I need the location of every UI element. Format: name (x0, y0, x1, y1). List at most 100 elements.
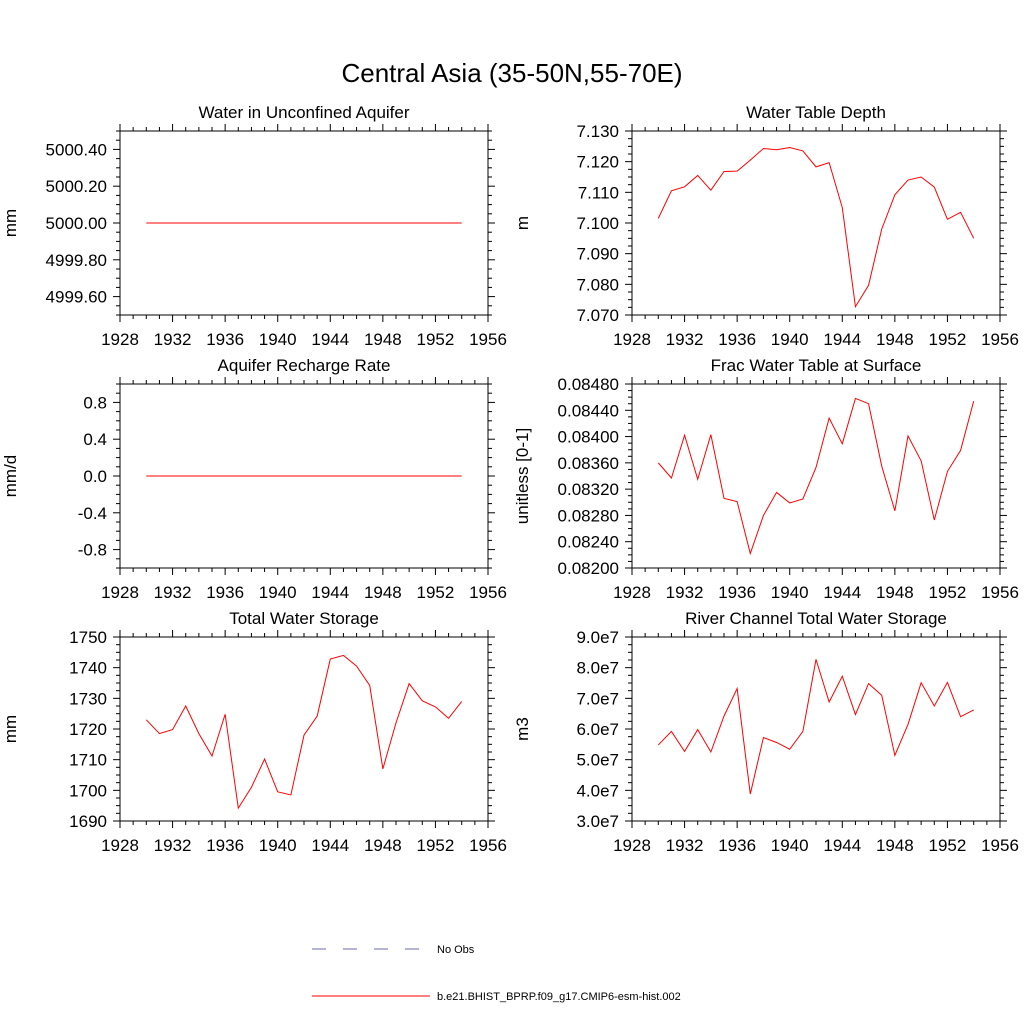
y-tick-label: 0.08440 (558, 401, 619, 420)
y-tick-label: 1740 (69, 659, 107, 678)
x-tick-label: 1948 (876, 836, 914, 855)
y-tick-label: 0.08480 (558, 375, 619, 394)
y-axis-label: mm (1, 715, 20, 743)
y-axis-label: unitless [0-1] (513, 428, 532, 524)
plot-frame (631, 130, 1001, 316)
y-tick-label: 7.110 (578, 183, 619, 202)
y-tick-label: 4.0e7 (576, 781, 619, 800)
x-tick-label: 1940 (259, 836, 297, 855)
y-tick-label: 6.0e7 (576, 720, 619, 739)
y-tick-label: 5000.00 (46, 214, 107, 233)
x-tick-label: 1928 (101, 583, 139, 602)
panel-frac-water-table-at-surface: Frac Water Table at Surface unitless [0-1… (513, 356, 1019, 602)
panel-water-in-unconfined-aquifer: Water in Unconfined Aquifer mm 1928 1932 193… (1, 103, 507, 349)
legend-model-label: b.e21.BHIST_BPRP.f09_g17.CMIP6-esm-hist.… (437, 991, 681, 1003)
x-tick-label: 1956 (469, 330, 507, 349)
panel-aquifer-recharge-rate: Aquifer Recharge Rate mm/d 1928 1932 1936 194… (1, 356, 507, 602)
plot-frame (631, 636, 1001, 822)
y-tick-label: 0.08240 (558, 533, 619, 552)
x-tick-label: 1932 (154, 330, 192, 349)
y-tick-label: 5000.40 (46, 140, 107, 159)
y-tick-label: 7.070 (576, 306, 619, 325)
series-line (657, 659, 974, 795)
y-axis-label: mm/d (1, 455, 20, 498)
legend-obs-label: No Obs (437, 944, 475, 956)
x-tick-label: 1956 (469, 583, 507, 602)
panel-title: Total Water Storage (229, 609, 379, 628)
x-tick-label: 1956 (981, 583, 1019, 602)
x-tick-label: 1952 (417, 583, 455, 602)
panel-title: River Channel Total Water Storage (685, 609, 947, 628)
x-tick-label: 1952 (929, 330, 967, 349)
y-axis-label: m3 (513, 717, 532, 741)
figure-title: Central Asia (35-50N,55-70E) (341, 58, 682, 88)
y-tick-label: 9.0e7 (576, 628, 619, 647)
x-tick-label: 1940 (259, 583, 297, 602)
y-tick-label: 0.08200 (558, 559, 619, 578)
panel-title: Aquifer Recharge Rate (218, 356, 391, 375)
x-tick-label: 1956 (981, 330, 1019, 349)
x-tick-label: 1932 (666, 583, 704, 602)
y-tick-label: 1700 (69, 781, 107, 800)
y-tick-label: 4999.60 (46, 288, 107, 307)
y-axis-label: m (513, 216, 532, 230)
x-tick-label: 1936 (206, 583, 244, 602)
y-tick-label: 0.08400 (558, 428, 619, 447)
y-tick-label: 1750 (69, 628, 107, 647)
x-tick-label: 1928 (101, 330, 139, 349)
y-tick-label: 0.08280 (558, 506, 619, 525)
x-tick-label: 1940 (771, 836, 809, 855)
x-tick-label: 1936 (206, 330, 244, 349)
series-line (145, 654, 463, 810)
x-tick-label: 1932 (154, 836, 192, 855)
x-tick-label: 1948 (364, 583, 402, 602)
series-line (657, 397, 975, 556)
y-tick-label: 7.080 (576, 275, 619, 294)
y-tick-label: -0.4 (78, 504, 107, 523)
x-tick-label: 1936 (718, 330, 756, 349)
x-tick-label: 1932 (154, 583, 192, 602)
x-tick-label: 1940 (771, 583, 809, 602)
x-tick-label: 1932 (666, 330, 704, 349)
x-tick-label: 1936 (718, 836, 756, 855)
x-tick-label: 1940 (771, 330, 809, 349)
y-tick-label: -0.8 (78, 541, 107, 560)
x-tick-label: 1952 (417, 330, 455, 349)
x-tick-label: 1932 (666, 836, 704, 855)
y-tick-label: 5.0e7 (576, 751, 619, 770)
x-tick-label: 1940 (259, 330, 297, 349)
y-tick-label: 4999.80 (46, 251, 107, 270)
panel-total-water-storage: Total Water Storage mm 1928 1932 1936 1940 194… (1, 609, 507, 855)
y-tick-label: 1710 (69, 751, 107, 770)
x-tick-label: 1948 (364, 836, 402, 855)
x-tick-label: 1928 (101, 836, 139, 855)
y-tick-label: 3.0e7 (576, 812, 619, 831)
plot-frame (631, 383, 1001, 569)
x-tick-label: 1944 (311, 836, 349, 855)
y-tick-label: 7.130 (576, 122, 619, 141)
y-tick-label: 8.0e7 (576, 659, 619, 678)
x-tick-label: 1948 (364, 330, 402, 349)
plot-frame (119, 636, 489, 822)
legend: No Obs b.e21.BHIST_BPRP.f09_g17.CMIP6-es… (312, 944, 681, 1003)
y-axis-label: mm (1, 209, 20, 237)
x-tick-label: 1948 (876, 583, 914, 602)
y-tick-label: 0.08360 (558, 454, 619, 473)
panel-title: Water Table Depth (746, 103, 886, 122)
x-tick-label: 1944 (311, 330, 349, 349)
y-tick-label: 7.0e7 (576, 689, 619, 708)
x-tick-label: 1956 (981, 836, 1019, 855)
panel-title: Water in Unconfined Aquifer (198, 103, 409, 122)
series-line (657, 147, 975, 309)
y-tick-label: 1720 (69, 720, 107, 739)
x-tick-label: 1928 (613, 330, 651, 349)
y-tick-label: 0.8 (83, 393, 107, 412)
x-tick-label: 1948 (876, 330, 914, 349)
x-tick-label: 1944 (823, 836, 861, 855)
x-tick-label: 1944 (311, 583, 349, 602)
y-tick-label: 0.4 (83, 430, 107, 449)
x-tick-label: 1936 (718, 583, 756, 602)
x-tick-label: 1944 (823, 583, 861, 602)
panel-river-channel-total-water-storage: River Channel Total Water Storage m3 1928 1… (513, 609, 1019, 855)
